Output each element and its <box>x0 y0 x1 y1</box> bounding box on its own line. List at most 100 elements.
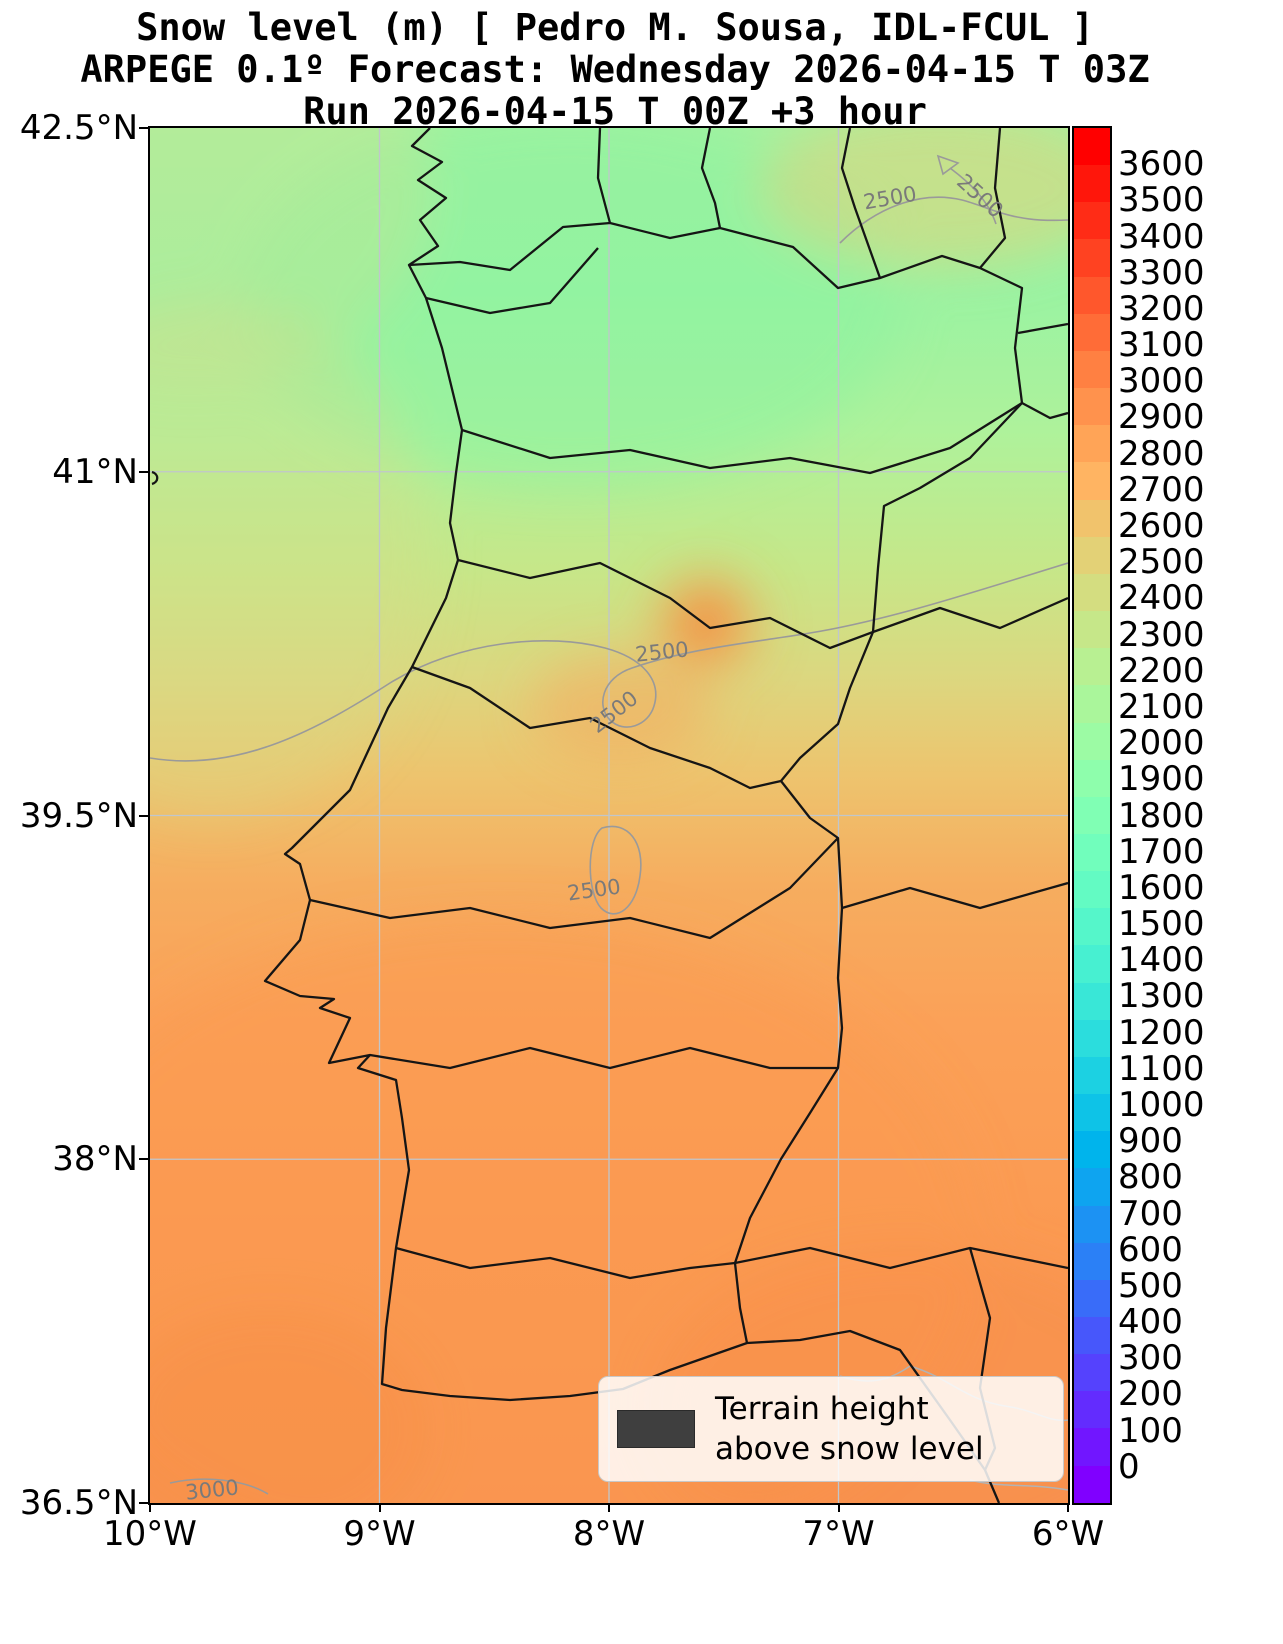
colorbar-band <box>1074 1465 1110 1503</box>
legend: Terrain height above snow level <box>598 1376 1064 1482</box>
colorbar-tick-label: 900 <box>1118 1121 1183 1162</box>
colorbar-tick-label: 1200 <box>1118 1012 1205 1053</box>
colorbar-tick-label: 1800 <box>1118 795 1205 836</box>
colorbar-band <box>1074 1354 1110 1392</box>
legend-label: Terrain height above snow level <box>715 1389 984 1470</box>
colorbar-tick-label: 700 <box>1118 1193 1183 1234</box>
lat-axis-tick <box>139 814 148 817</box>
colorbar-tick-label: 1700 <box>1118 831 1205 872</box>
colorbar-band <box>1074 239 1110 277</box>
colorbar-band <box>1074 128 1110 166</box>
colorbar-band <box>1074 1317 1110 1355</box>
colorbar-tick-label: 1400 <box>1118 940 1205 981</box>
lat-axis-label: 38°N <box>52 1139 138 1180</box>
lon-axis-tick <box>1067 1503 1069 1512</box>
colorbar-tick-label: 3200 <box>1118 288 1205 329</box>
colorbar-tick-label: 1900 <box>1118 759 1205 800</box>
colorbar-band <box>1074 202 1110 240</box>
colorbar-tick-label: 1500 <box>1118 904 1205 945</box>
lon-axis-tick <box>608 1503 610 1512</box>
colorbar-tick-label: 3600 <box>1118 144 1205 185</box>
lat-axis-label: 42.5°N <box>19 108 138 148</box>
colorbar-tick-label: 2700 <box>1118 469 1205 510</box>
colorbar-band <box>1074 313 1110 351</box>
colorbar-band <box>1074 536 1110 574</box>
colorbar-tick-label: 2000 <box>1118 723 1205 764</box>
colorbar-tick-label: 1600 <box>1118 867 1205 908</box>
lon-axis-tick <box>837 1503 840 1512</box>
colorbar-band <box>1074 722 1110 760</box>
colorbar-band <box>1074 1056 1110 1095</box>
legend-label-line1: Terrain height <box>715 1390 929 1427</box>
colorbar-band <box>1074 573 1110 612</box>
colorbar-tick-label: 800 <box>1118 1157 1183 1198</box>
colorbar-band <box>1074 648 1110 686</box>
colorbar-tick-label: 2600 <box>1118 506 1205 547</box>
colorbar-tick-label: 300 <box>1118 1338 1183 1379</box>
lat-axis-label: 41°N <box>52 451 138 492</box>
colorbar-band <box>1074 871 1110 909</box>
colorbar-band <box>1074 685 1110 723</box>
colorbar-tick-label: 3100 <box>1118 325 1205 366</box>
lon-axis-label: 9°W <box>343 1514 416 1554</box>
country-borders <box>151 128 1068 1503</box>
colorbar-tick-label: 500 <box>1118 1265 1183 1306</box>
colorbar-tick-label: 2300 <box>1118 614 1205 655</box>
lat-axis-tick <box>139 1158 148 1161</box>
title-line-2: ARPEGE 0.1º Forecast: Wednesday 2026-04-… <box>80 48 1150 91</box>
colorbar-tick-label: 2400 <box>1118 578 1205 619</box>
colorbar-tick-label: 2900 <box>1118 397 1205 438</box>
colorbar-tick-label: 1000 <box>1118 1084 1205 1125</box>
colorbar-band <box>1074 1168 1110 1206</box>
lon-axis-tick <box>378 1503 381 1512</box>
colorbar-tick-label: 2100 <box>1118 686 1205 727</box>
colorbar-tick-label: 2500 <box>1118 542 1205 583</box>
colorbar-band <box>1074 165 1110 203</box>
colorbar-tick-label: 3300 <box>1118 252 1205 293</box>
colorbar-tick-label: 3000 <box>1118 361 1205 402</box>
colorbar-tick-label: 2800 <box>1118 433 1205 474</box>
colorbar-band <box>1074 833 1110 872</box>
title-line-1: Snow level (m) [ Pedro M. Sousa, IDL-FCU… <box>136 6 1094 49</box>
colorbar-band <box>1074 759 1110 797</box>
colorbar-tick-label: 600 <box>1118 1229 1183 1270</box>
colorbar-tick-label: 200 <box>1118 1374 1183 1415</box>
colorbar-band <box>1074 982 1110 1020</box>
lon-axis-label: 6°W <box>1031 1514 1105 1554</box>
colorbar-tick-label: 2200 <box>1118 650 1205 691</box>
lat-axis-tick <box>139 1502 148 1504</box>
colorbar-band <box>1074 425 1110 463</box>
colorbar-tick-label: 400 <box>1118 1302 1183 1343</box>
title-line-3: Run 2026-04-15 T 00Z +3 hour <box>303 90 927 133</box>
colorbar-band <box>1074 611 1110 649</box>
colorbar-band <box>1074 276 1110 314</box>
colorbar-tick-label: 100 <box>1118 1410 1183 1451</box>
colorbar-band <box>1074 462 1110 500</box>
lat-axis-label: 39.5°N <box>19 795 138 836</box>
colorbar-tick-label: 1100 <box>1118 1048 1205 1089</box>
colorbar-tick-label: 1300 <box>1118 976 1205 1017</box>
colorbar-band <box>1074 796 1110 834</box>
colorbar-band <box>1074 945 1110 983</box>
legend-label-line2: above snow level <box>715 1431 984 1467</box>
colorbar-tick-label: 3400 <box>1118 216 1205 257</box>
lat-axis-tick <box>139 470 148 473</box>
lon-axis-label: 8°W <box>572 1514 646 1554</box>
colorbar <box>1072 126 1112 1505</box>
colorbar-band <box>1074 1019 1110 1057</box>
colorbar-band <box>1074 1242 1110 1280</box>
colorbar-band <box>1074 1391 1110 1429</box>
lat-axis-label: 36.5°N <box>19 1483 138 1523</box>
colorbar-tick-label: 3500 <box>1118 180 1205 221</box>
legend-swatch <box>617 1410 695 1448</box>
portugal-spain-border <box>408 221 1024 1344</box>
lon-axis-label: 7°W <box>802 1514 875 1554</box>
colorbar-band <box>1074 908 1110 946</box>
colorbar-band <box>1074 350 1110 389</box>
colorbar-band <box>1074 1131 1110 1169</box>
map-frame: 2500 2500 2500 2500 2500 3000 <box>148 126 1070 1505</box>
colorbar-band <box>1074 1428 1110 1466</box>
colorbar-band <box>1074 499 1110 537</box>
colorbar-band <box>1074 1205 1110 1243</box>
